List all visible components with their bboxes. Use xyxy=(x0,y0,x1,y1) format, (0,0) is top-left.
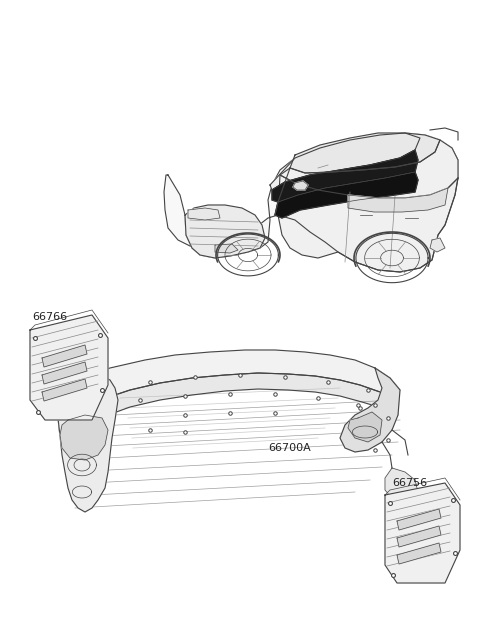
Polygon shape xyxy=(30,315,108,420)
Polygon shape xyxy=(348,412,382,442)
Polygon shape xyxy=(397,509,441,530)
Polygon shape xyxy=(385,468,418,502)
Text: 66700A: 66700A xyxy=(268,443,311,453)
Polygon shape xyxy=(275,172,418,218)
Polygon shape xyxy=(188,208,220,220)
Polygon shape xyxy=(60,415,108,460)
Polygon shape xyxy=(278,175,458,272)
Polygon shape xyxy=(385,483,460,583)
Polygon shape xyxy=(397,526,441,547)
Polygon shape xyxy=(280,140,458,198)
Polygon shape xyxy=(397,543,441,564)
Polygon shape xyxy=(293,181,308,190)
Polygon shape xyxy=(55,372,118,512)
Polygon shape xyxy=(290,133,440,173)
Text: 66766: 66766 xyxy=(32,312,67,322)
Polygon shape xyxy=(42,362,87,384)
Polygon shape xyxy=(272,150,418,202)
Polygon shape xyxy=(55,350,400,418)
Text: 66756: 66756 xyxy=(392,478,427,488)
Polygon shape xyxy=(430,238,445,252)
Polygon shape xyxy=(348,188,448,212)
Polygon shape xyxy=(185,205,265,258)
Polygon shape xyxy=(340,368,400,452)
Polygon shape xyxy=(215,244,238,253)
Polygon shape xyxy=(42,345,87,367)
Polygon shape xyxy=(42,379,87,401)
Polygon shape xyxy=(58,373,398,436)
Polygon shape xyxy=(270,133,420,190)
Polygon shape xyxy=(164,133,458,272)
